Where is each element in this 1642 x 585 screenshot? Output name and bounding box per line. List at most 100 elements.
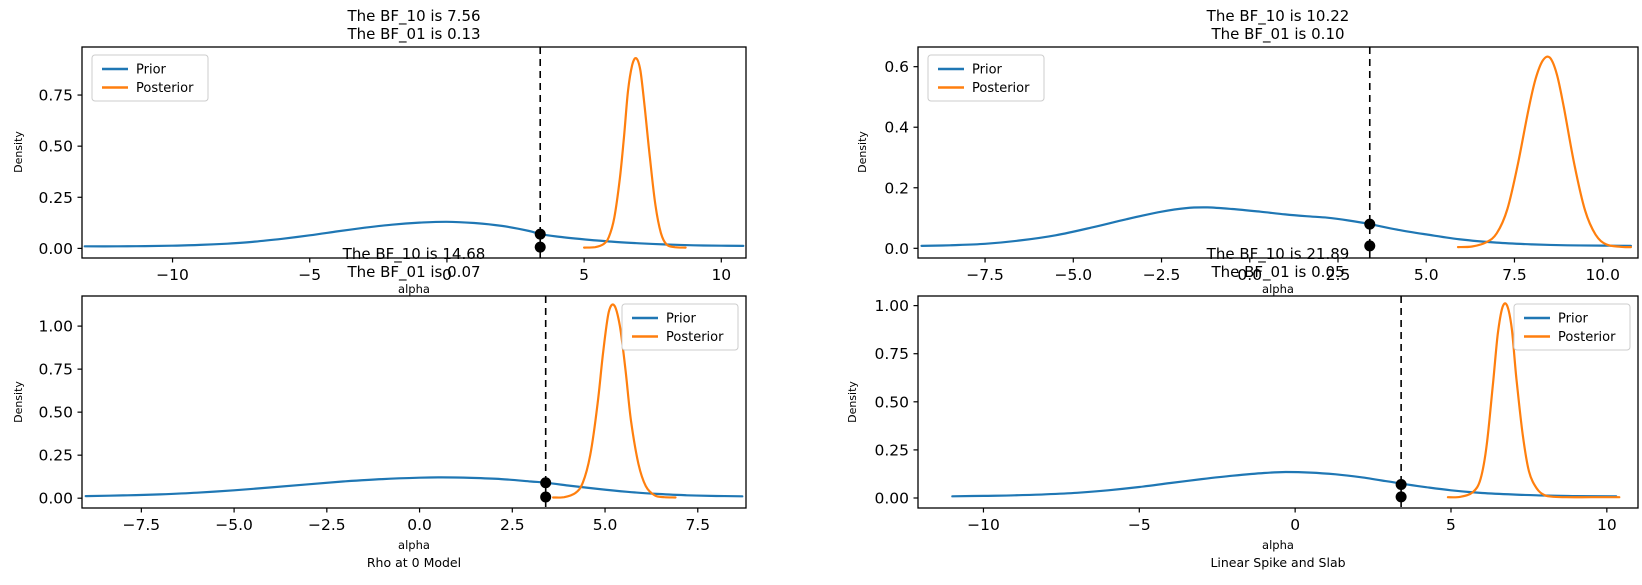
y-tick-label: 0.25 (38, 189, 73, 207)
x-tick-label: 5.0 (1414, 266, 1439, 284)
x-tick-label: −5.0 (1054, 266, 1092, 284)
subplot-title-line2: The BF_01 is 0.07 (346, 263, 480, 282)
subplot-bottom-left: −7.5 −5.0 −2.5 0.0 2.5 5.0 7.5 0.00 0.25 0.50 0.75… (12, 245, 747, 570)
posterior-curve (552, 303, 677, 499)
legend: Prior Posterior (621, 303, 739, 351)
legend-label-prior: Prior (136, 63, 167, 78)
subplot-top-left: −10 −5 0 5 10 0.00 0.25 0.50 0.75 The BF_10 is 7… (12, 7, 747, 296)
y-tick-label: 0.00 (874, 489, 909, 507)
x-tick-label: 5 (1446, 516, 1456, 534)
x-tick-label: −5 (1128, 516, 1151, 534)
density-marker-dot (1395, 491, 1407, 503)
density-marker-dot (534, 228, 546, 240)
y-tick-label: 0.00 (38, 490, 73, 508)
y-tick-label: 0.50 (874, 393, 909, 411)
density-marker-dot (540, 491, 552, 503)
prior-curve (84, 476, 744, 498)
posterior-curve (583, 56, 687, 249)
x-tick-label: 10 (711, 266, 731, 284)
legend-box (1513, 303, 1631, 351)
prior-curve (920, 206, 1632, 247)
legend-label-posterior: Posterior (136, 81, 194, 96)
x-tick-label: −10 (967, 516, 1000, 534)
y-tick-label: 1.00 (38, 318, 73, 336)
density-marker-dot (540, 477, 552, 489)
x-tick-label: 2.5 (500, 516, 525, 534)
x-tick-label: −5 (298, 266, 321, 284)
x-tick-label: −10 (156, 266, 189, 284)
y-tick-label: 1.00 (874, 297, 909, 315)
x-tick-label: 0 (1290, 516, 1300, 534)
legend-label-posterior: Posterior (1558, 330, 1616, 345)
x-tick-label: −5.0 (215, 516, 253, 534)
legend-box (91, 54, 209, 102)
subplot-title-line1: The BF_10 is 14.68 (342, 245, 486, 264)
x-axis-label: alpha (1262, 538, 1294, 552)
x-tick-label: 2.5 (1326, 266, 1351, 284)
y-tick-label: 0.6 (884, 58, 909, 76)
legend-label-prior: Prior (666, 312, 697, 327)
y-tick-label: 0.4 (884, 119, 909, 137)
x-tick-label: 5 (579, 266, 589, 284)
legend: Prior Posterior (91, 54, 209, 102)
y-tick-label: 0.2 (884, 179, 909, 197)
y-tick-label: 0.50 (38, 138, 73, 156)
posterior-curve (1446, 302, 1621, 499)
subplot-title-line1: The BF_10 is 21.89 (1206, 245, 1350, 264)
subplot-title-line2: The BF_01 is 0.13 (346, 25, 480, 44)
legend-box (621, 303, 739, 351)
plot-area: −7.5 −5.0 −2.5 0.0 2.5 5.0 7.5 0.00 0.25 0.50 0.75… (38, 295, 747, 534)
legend: Prior Posterior (927, 54, 1045, 102)
y-tick-label: 0.0 (884, 240, 909, 258)
plot-area: −7.5 −5.0 −2.5 0.0 2.5 5.0 7.5 10.0 0.0 0.2 0.4 0.6 (884, 46, 1639, 284)
legend: Prior Posterior (1513, 303, 1631, 351)
density-marker-dot (1395, 479, 1407, 491)
x-tick-label: 0 (442, 266, 452, 284)
density-marker-dot (1364, 218, 1376, 230)
axes-border (81, 46, 747, 259)
subplot-title-line2: The BF_01 is 0.05 (1210, 263, 1344, 282)
y-axis-label: Density (12, 381, 25, 423)
legend-label-posterior: Posterior (666, 330, 724, 345)
plot-area: −10 −5 0 5 10 0.00 0.25 0.50 0.75 (38, 46, 747, 284)
x-tick-label: −7.5 (966, 266, 1004, 284)
model-name-label: Rho at 0 Model (367, 555, 461, 570)
legend-label-prior: Prior (972, 63, 1003, 78)
legend-box (927, 54, 1045, 102)
y-axis-label: Density (12, 131, 25, 173)
x-tick-label: 10.0 (1585, 266, 1620, 284)
x-axis-label: alpha (1262, 282, 1294, 296)
x-tick-label: −7.5 (123, 516, 161, 534)
axes-border (917, 46, 1639, 259)
y-tick-label: 0.00 (38, 240, 73, 258)
subplot-top-right: −7.5 −5.0 −2.5 0.0 2.5 5.0 7.5 10.0 0.0 0.2 0.4 0.6… (856, 7, 1639, 296)
y-tick-label: 0.50 (38, 404, 73, 422)
x-tick-label: 5.0 (593, 516, 618, 534)
x-tick-label: −2.5 (308, 516, 346, 534)
prior-curve (83, 220, 745, 248)
subplot-title-line1: The BF_10 is 10.22 (1206, 7, 1350, 26)
y-tick-label: 0.25 (874, 441, 909, 459)
x-tick-label: 7.5 (1502, 266, 1527, 284)
y-tick-label: 0.75 (38, 361, 73, 379)
y-tick-label: 0.25 (38, 447, 73, 465)
model-name-label: Linear Spike and Slab (1210, 555, 1345, 570)
posterior-curve (1456, 55, 1632, 249)
y-tick-label: 0.75 (38, 87, 73, 105)
legend-label-posterior: Posterior (972, 81, 1030, 96)
subplot-title-line1: The BF_10 is 7.56 (346, 7, 480, 26)
subplot-bottom-right: −10 −5 0 5 10 0.00 0.25 0.50 0.75 1.00 The BF_10 … (846, 245, 1639, 570)
prior-curve (951, 470, 1618, 498)
x-tick-label: 0.0 (407, 516, 432, 534)
plot-area: −10 −5 0 5 10 0.00 0.25 0.50 0.75 1.00 (874, 295, 1639, 534)
x-axis-label: alpha (398, 538, 430, 552)
y-tick-label: 0.75 (874, 345, 909, 363)
y-axis-label: Density (856, 131, 869, 173)
x-tick-label: 10 (1597, 516, 1617, 534)
x-axis-label: alpha (398, 282, 430, 296)
density-marker-dot (534, 241, 546, 253)
x-tick-label: 7.5 (685, 516, 710, 534)
y-axis-label: Density (846, 381, 859, 423)
